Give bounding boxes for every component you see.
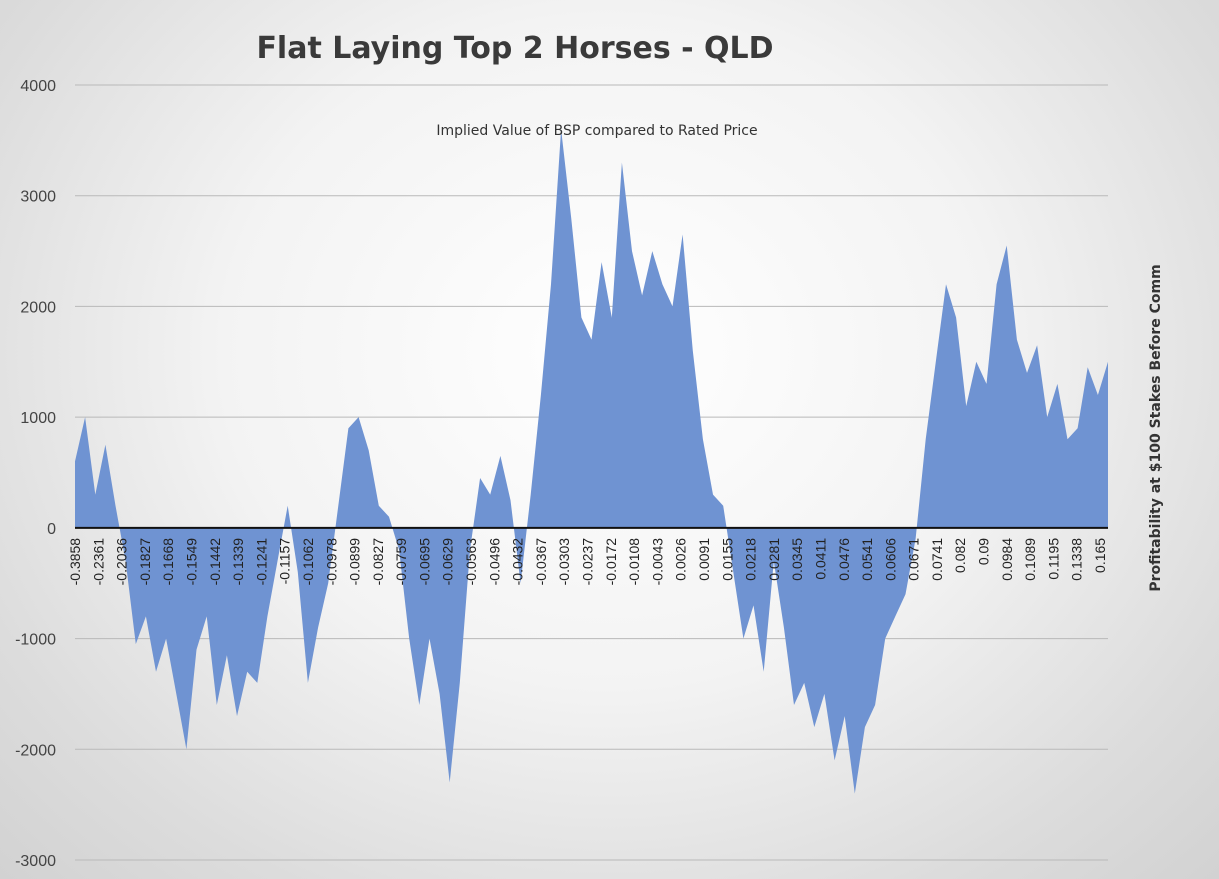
x-tick-label: -0.0108: [626, 538, 642, 586]
profit-area: [75, 129, 1108, 794]
x-tick-label: 0.0671: [906, 538, 922, 581]
y-tick-label: -3000: [15, 853, 56, 870]
x-tick-label: -0.0759: [393, 538, 409, 586]
x-tick-label: 0.0281: [766, 538, 782, 581]
x-tick-label: -0.0827: [370, 538, 386, 586]
x-tick-label: 0.0541: [859, 538, 875, 581]
x-tick-label: -0.1241: [253, 538, 269, 586]
x-tick-label: 0.0741: [929, 538, 945, 581]
x-tick-label: 0.0984: [999, 538, 1015, 581]
x-tick-label: -0.3858: [67, 538, 83, 586]
x-tick-label: -0.0563: [463, 538, 479, 586]
x-axis-ticks: -0.3858 -0.2361 -0.2036 -0.1827 -0.1668 -0.15…: [67, 538, 1108, 586]
x-tick-label: 0.0411: [813, 538, 829, 580]
x-tick-label: -0.1442: [207, 538, 223, 586]
y-tick-label: 3000: [20, 189, 56, 206]
x-tick-label: -0.0303: [556, 538, 572, 586]
x-tick-label: -0.2361: [90, 538, 106, 586]
y-tick-label: -1000: [15, 632, 56, 649]
x-tick-label: -0.1668: [160, 538, 176, 586]
y-tick-label: 4000: [20, 78, 56, 95]
x-tick-label: 0.165: [1092, 538, 1108, 573]
x-tick-label: -0.0043: [649, 538, 665, 586]
x-tick-label: 0.1338: [1069, 538, 1085, 581]
x-tick-label: 0.0091: [696, 538, 712, 581]
x-tick-label: -0.1549: [184, 538, 200, 586]
y-tick-label: -2000: [15, 742, 56, 759]
y-tick-label: 2000: [20, 299, 56, 316]
chart-title: Flat Laying Top 2 Horses - QLD: [256, 31, 773, 66]
y-tick-label: 1000: [20, 410, 56, 427]
x-tick-label: 0.0026: [673, 538, 689, 581]
x-tick-label: -0.1827: [137, 538, 153, 586]
x-tick-label: -0.0899: [347, 538, 363, 586]
x-tick-label: 0.1195: [1045, 538, 1061, 580]
x-tick-label: 0.0345: [789, 538, 805, 581]
x-tick-label: -0.2036: [114, 538, 130, 586]
x-tick-label: -0.0978: [323, 538, 339, 586]
y-axis-title: Profitability at $100 Stakes Before Comm: [1148, 264, 1164, 591]
x-tick-label: 0.0476: [836, 538, 852, 581]
x-tick-label: 0.0218: [743, 538, 759, 581]
x-tick-label: 0.1089: [1022, 538, 1038, 581]
x-tick-label: -0.0237: [580, 538, 596, 586]
x-tick-label: -0.0496: [486, 538, 502, 586]
chart-subtitle: Implied Value of BSP compared to Rated P…: [436, 123, 757, 139]
x-tick-label: 0.0606: [882, 538, 898, 581]
x-tick-label: -0.1339: [230, 538, 246, 586]
x-tick-label: -0.0367: [533, 538, 549, 586]
x-tick-label: -0.1157: [277, 538, 293, 585]
y-axis-ticks: 4000 3000 2000 1000 0 -1000 -2000 -3000: [15, 78, 56, 870]
x-tick-label: -0.0629: [440, 538, 456, 586]
x-tick-label: -0.0432: [510, 538, 526, 586]
x-tick-label: -0.0172: [603, 538, 619, 586]
x-tick-label: 0.09: [976, 538, 992, 565]
y-tick-label: 0: [47, 521, 56, 538]
x-tick-label: 0.082: [952, 538, 968, 573]
x-tick-label: 0.0155: [719, 538, 735, 581]
x-tick-label: -0.0695: [416, 538, 432, 586]
x-tick-label: -0.1062: [300, 538, 316, 586]
